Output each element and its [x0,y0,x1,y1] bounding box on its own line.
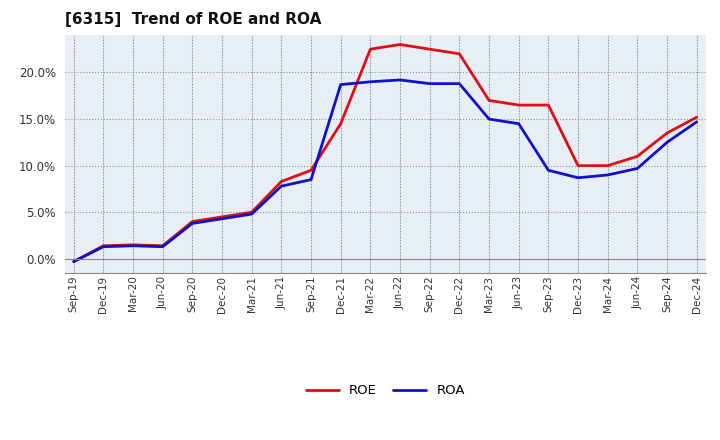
ROE [277,179,286,184]
ROE [662,130,671,136]
ROA [574,175,582,180]
ROE [426,47,434,52]
ROA [514,121,523,126]
Legend: ROE, ROA: ROE, ROA [300,379,470,403]
ROA [99,244,108,249]
Text: [6315]  Trend of ROE and ROA: [6315] Trend of ROE and ROA [65,12,321,27]
ROE [307,168,315,173]
ROA [426,81,434,86]
ROA [69,259,78,264]
ROE [455,51,464,56]
ROA [662,140,671,145]
ROE [633,154,642,159]
ROE [514,103,523,108]
ROA [455,81,464,86]
ROA [336,82,345,87]
ROE [693,114,701,120]
ROE [158,243,167,249]
ROE [336,121,345,126]
ROA [158,244,167,249]
ROE [485,98,493,103]
ROA [544,168,553,173]
ROA [396,77,405,83]
ROE [366,47,374,52]
ROE [217,214,226,220]
ROA [366,79,374,84]
Line: ROE: ROE [73,44,697,262]
ROE [396,42,405,47]
ROA [277,183,286,189]
ROE [248,209,256,215]
ROA [217,216,226,221]
ROE [544,103,553,108]
ROE [574,163,582,168]
ROE [69,259,78,264]
ROE [188,219,197,224]
ROA [188,221,197,226]
ROA [633,166,642,171]
Line: ROA: ROA [73,80,697,262]
ROA [485,117,493,122]
ROA [693,119,701,125]
ROA [603,172,612,178]
ROE [129,242,138,247]
ROE [603,163,612,168]
ROA [307,177,315,182]
ROE [99,243,108,249]
ROA [129,243,138,249]
ROA [248,212,256,217]
